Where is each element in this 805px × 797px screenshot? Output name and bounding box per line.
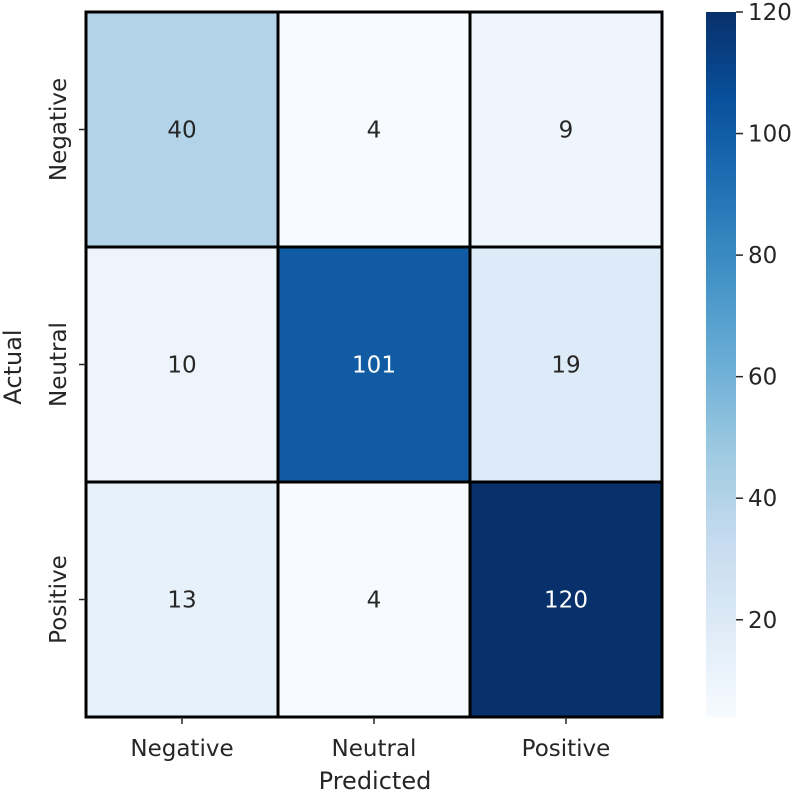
colorbar-tick-label: 60 (748, 365, 777, 391)
heatmap-cell (84, 10, 280, 249)
cell-value-label: 19 (551, 353, 580, 379)
colorbar-tick-label: 80 (748, 243, 777, 269)
x-axis-label: Predicted (319, 767, 432, 795)
heatmap-cell (84, 245, 280, 484)
cell-value-label: 13 (167, 588, 196, 614)
heatmap-cells (84, 10, 664, 719)
heatmap-cell (468, 10, 664, 249)
heatmap-cell-labels: 40 4 9 10 101 19 13 4 120 (167, 118, 588, 614)
heatmap-cell (468, 245, 664, 484)
cell-value-label: 101 (352, 353, 396, 379)
colorbar (706, 12, 736, 717)
heatmap-cell (276, 10, 472, 249)
y-axis-ticks: Negative Neutral Positive (46, 78, 86, 644)
cell-value-label: 4 (367, 118, 382, 144)
x-tick-label: Positive (522, 736, 611, 762)
x-tick-label: Negative (130, 736, 233, 762)
colorbar-tick-label: 20 (748, 608, 777, 634)
cell-value-label: 4 (367, 588, 382, 614)
colorbar-tick-label: 100 (748, 122, 792, 148)
cell-value-label: 9 (559, 118, 574, 144)
y-tick-label: Positive (46, 555, 72, 644)
y-tick-label: Neutral (46, 322, 72, 407)
colorbar-ticks: 20 40 60 80 100 120 (736, 0, 792, 634)
y-axis-label: Actual (0, 329, 27, 404)
cell-value-label: 10 (167, 353, 196, 379)
colorbar-tick-label: 40 (748, 486, 777, 512)
heatmap-cell (276, 480, 472, 719)
y-tick-label: Negative (46, 78, 72, 181)
cell-value-label: 120 (544, 588, 588, 614)
x-tick-label: Neutral (332, 736, 417, 762)
x-axis-ticks: Negative Neutral Positive (130, 717, 610, 762)
cell-value-label: 40 (167, 118, 196, 144)
colorbar-tick-label: 120 (748, 0, 792, 26)
